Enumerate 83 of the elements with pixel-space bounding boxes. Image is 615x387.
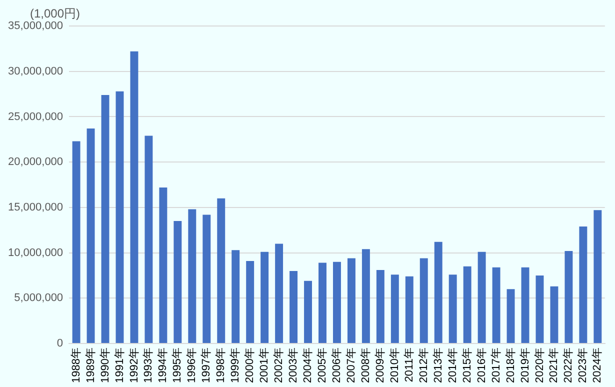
- bar: [246, 260, 254, 344]
- x-tick-label: 2016年: [476, 348, 488, 384]
- x-tick-label: 1996年: [186, 348, 198, 384]
- y-axis-title: (1,000円): [30, 6, 80, 20]
- bar: [159, 187, 168, 344]
- bar: [550, 286, 558, 344]
- bar: [390, 274, 399, 344]
- x-tick-label: 1989年: [84, 348, 97, 384]
- x-tick-label: 1993年: [142, 348, 155, 384]
- x-tick-label: 2002年: [273, 348, 286, 384]
- x-tick-label: 2015年: [461, 348, 474, 384]
- bar: [86, 128, 95, 344]
- bar: [405, 276, 414, 344]
- bar: [130, 51, 138, 344]
- x-tick-label: 2006年: [331, 348, 344, 384]
- bar: [290, 270, 298, 344]
- bar: [332, 262, 341, 344]
- bar: [478, 252, 486, 344]
- bar: [376, 270, 384, 344]
- bar: [318, 262, 326, 344]
- bar: [232, 250, 240, 344]
- bar: [492, 267, 500, 344]
- bar: [188, 209, 196, 344]
- bar: [594, 210, 602, 344]
- x-tick-label: 1994年: [157, 348, 170, 384]
- bar: [463, 266, 472, 344]
- x-tick-label: 2005年: [316, 348, 329, 384]
- x-tick-label: 2001年: [258, 348, 271, 384]
- y-tick-label: 15,000,000: [8, 201, 64, 214]
- bar: [275, 244, 284, 344]
- x-tick-label: 2014年: [446, 348, 459, 384]
- x-tick-label: 1998年: [215, 348, 228, 384]
- x-tick-label: 2009年: [374, 348, 386, 384]
- bar: [448, 274, 457, 344]
- x-tick-label: 2007年: [345, 348, 358, 384]
- bar: [116, 91, 124, 344]
- x-tick-label: 2003年: [288, 348, 300, 384]
- bar: [72, 141, 80, 344]
- x-tick-label: 2021年: [548, 348, 560, 384]
- y-tick-label: 10,000,000: [8, 246, 64, 259]
- x-tick-label: 2022年: [562, 348, 575, 384]
- x-tick-label: 2000年: [244, 348, 256, 384]
- x-tick-label: 1999年: [230, 348, 242, 384]
- x-tick-label: 2018年: [504, 348, 517, 384]
- y-tick-label: 30,000,000: [8, 65, 64, 78]
- bar: [144, 136, 153, 344]
- x-tick-label: 2020年: [534, 348, 546, 384]
- bar: [420, 258, 428, 344]
- bar: [579, 226, 588, 344]
- x-tick-label: 2012年: [418, 348, 430, 384]
- x-tick-label: 2024年: [592, 348, 604, 384]
- bar: [202, 214, 211, 344]
- bar: [536, 275, 544, 344]
- x-tick-label: 1992年: [128, 348, 140, 384]
- bar: [521, 267, 530, 344]
- x-tick-label: 2008年: [360, 348, 372, 384]
- bar: [347, 258, 356, 344]
- y-tick-label: 0: [56, 338, 64, 350]
- bar: [174, 221, 182, 344]
- x-tick-label: 1995年: [172, 348, 184, 384]
- y-tick-label: 25,000,000: [8, 110, 64, 123]
- x-tick-label: 2019年: [519, 348, 532, 384]
- bar: [260, 252, 269, 344]
- x-tick-label: 2013年: [432, 348, 444, 384]
- y-tick-label: 5,000,000: [14, 292, 64, 304]
- x-tick-label: 2011年: [403, 348, 416, 382]
- x-tick-label: 2004年: [302, 348, 314, 384]
- y-tick-label: 35,000,000: [8, 20, 64, 32]
- x-tick-label: 2010年: [388, 348, 401, 384]
- x-tick-label: 1988年: [70, 348, 82, 384]
- x-tick-label: 1990年: [99, 348, 112, 384]
- x-tick-label: 2023年: [577, 348, 590, 384]
- x-tick-label: 1991年: [114, 348, 126, 384]
- bar: [564, 250, 573, 344]
- y-tick-label: 20,000,000: [8, 156, 64, 168]
- x-tick-label: 2017年: [490, 348, 502, 384]
- bar: [434, 242, 442, 344]
- bar: [217, 198, 226, 344]
- bar: [101, 94, 110, 344]
- x-tick-label: 1997年: [200, 348, 213, 384]
- bar: [362, 249, 370, 344]
- bar: [506, 289, 515, 344]
- bar: [304, 280, 312, 344]
